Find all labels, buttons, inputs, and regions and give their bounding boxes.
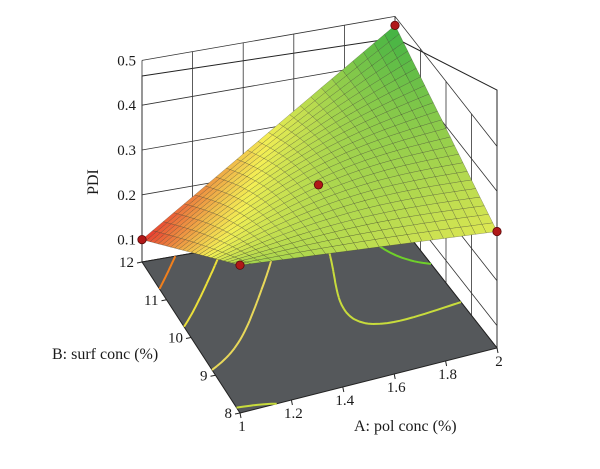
z-tick-label: 0.3 bbox=[117, 143, 136, 159]
x-tick-mark bbox=[290, 399, 293, 406]
y-tick-mark bbox=[210, 374, 216, 377]
x-tick-label: 1.6 bbox=[387, 380, 406, 396]
x-tick-mark bbox=[445, 360, 448, 367]
y-tick-label: 10 bbox=[168, 331, 183, 347]
x-tick-mark bbox=[239, 412, 242, 419]
y-tick-mark bbox=[161, 299, 167, 302]
y-tick-label: 9 bbox=[200, 368, 208, 384]
design-point bbox=[137, 235, 147, 245]
x-tick-label: 1 bbox=[238, 419, 246, 435]
contour-line bbox=[158, 255, 177, 290]
x-tick-label: 1.8 bbox=[438, 367, 457, 383]
x-tick-label: 2 bbox=[495, 354, 503, 370]
z-axis-label: PDI bbox=[85, 169, 102, 195]
y-tick-mark bbox=[234, 412, 241, 415]
y-tick-mark bbox=[185, 337, 192, 339]
x-axis-label: A: pol conc (%) bbox=[354, 418, 457, 435]
z-tick-label: 0.1 bbox=[117, 233, 136, 249]
z-tick-label: 0.4 bbox=[117, 98, 136, 114]
y-axis-label: B: surf conc (%) bbox=[52, 346, 158, 363]
response-surface-mesh bbox=[141, 25, 498, 266]
design-point bbox=[492, 226, 502, 237]
design-points bbox=[137, 20, 502, 270]
y-tick-label: 8 bbox=[225, 406, 233, 422]
design-point bbox=[390, 20, 400, 30]
y-tick-mark bbox=[136, 261, 143, 264]
design-point bbox=[313, 180, 324, 190]
y-tick-label: 12 bbox=[119, 255, 134, 271]
x-tick-label: 1.4 bbox=[335, 393, 354, 409]
tick-labels: 0.1 0.2 0.3 0.4 0.5 8 9 10 11 12 1 1.2 1.4 1.6 1.8 2 bbox=[117, 53, 503, 435]
design-point bbox=[235, 260, 245, 270]
x-tick-mark bbox=[342, 386, 345, 393]
y-tick-label: 11 bbox=[144, 293, 158, 309]
x-tick-mark bbox=[393, 373, 396, 380]
z-tick-label: 0.5 bbox=[117, 53, 136, 69]
x-tick-label: 1.2 bbox=[284, 406, 303, 422]
x-tick-mark bbox=[496, 347, 499, 354]
z-tick-label: 0.2 bbox=[117, 188, 136, 204]
